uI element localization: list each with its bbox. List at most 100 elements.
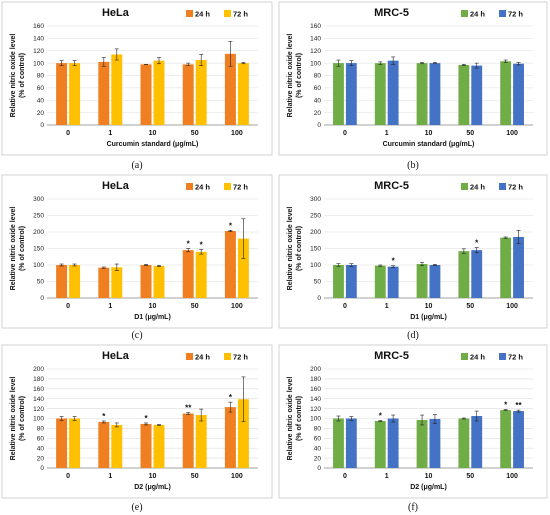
bar bbox=[69, 418, 81, 468]
x-tick-label: 1 bbox=[108, 130, 112, 137]
y-tick-label: 120 bbox=[310, 406, 321, 413]
bar bbox=[513, 236, 524, 298]
panel-label: (f) bbox=[408, 502, 418, 513]
legend-label: 24 h bbox=[195, 10, 210, 19]
chart-panel: 0 20 40 60 80 100 120 140 160 HeLa 24 h 72 h 0 1 10 50 1… bbox=[1, 1, 273, 156]
y-tick-label: 40 bbox=[314, 97, 322, 104]
x-axis-title: D1 (μg/mL) bbox=[410, 314, 447, 321]
y-tick-label: 0 bbox=[317, 295, 321, 302]
bar bbox=[416, 419, 428, 468]
bar bbox=[140, 423, 152, 468]
significance-mark: * bbox=[392, 257, 396, 266]
y-tick-label: 100 bbox=[33, 416, 44, 423]
bar bbox=[98, 267, 110, 298]
bar bbox=[153, 265, 165, 298]
y-tick-label: 80 bbox=[37, 426, 45, 433]
y-axis-title-line: (% of control) bbox=[296, 53, 303, 98]
y-tick-label: 100 bbox=[33, 262, 44, 269]
bar bbox=[195, 251, 207, 298]
bar bbox=[182, 413, 194, 468]
legend-swatch bbox=[224, 353, 231, 360]
bar bbox=[56, 63, 68, 125]
bar bbox=[458, 64, 470, 125]
bar bbox=[513, 411, 524, 468]
y-tick-label: 100 bbox=[33, 60, 44, 67]
y-tick-label: 50 bbox=[314, 279, 322, 286]
chart-panel: 0 20 40 60 80 100 120 140 160 MRC-5 24 h 72 h 0 1 10 50… bbox=[278, 1, 548, 156]
legend-swatch bbox=[499, 183, 506, 190]
legend-label: 24 h bbox=[195, 353, 210, 362]
y-tick-label: 180 bbox=[33, 376, 44, 383]
x-axis-title: Curcumin standard (μg/mL) bbox=[107, 141, 199, 148]
legend-swatch bbox=[186, 10, 193, 17]
chart-title: HeLa bbox=[102, 7, 130, 19]
y-tick-label: 0 bbox=[40, 122, 44, 129]
bar bbox=[387, 418, 399, 468]
bar bbox=[374, 265, 386, 298]
bar bbox=[153, 424, 165, 468]
bar bbox=[224, 407, 236, 468]
y-tick-label: 250 bbox=[310, 213, 321, 220]
x-axis-title: Curcumin standard (μg/mL) bbox=[383, 141, 475, 148]
panel-label: (d) bbox=[407, 330, 419, 341]
y-tick-label: 0 bbox=[40, 465, 44, 472]
y-tick-label: 100 bbox=[310, 60, 321, 67]
y-tick-label: 20 bbox=[314, 455, 322, 462]
legend-label: 72 h bbox=[233, 353, 248, 362]
x-tick-label: 50 bbox=[191, 473, 199, 480]
bar bbox=[153, 60, 165, 125]
y-tick-label: 180 bbox=[310, 376, 321, 383]
y-axis-title-line: Relative nitric oxide level bbox=[10, 34, 17, 118]
y-tick-label: 200 bbox=[310, 366, 321, 373]
legend-swatch bbox=[186, 183, 193, 190]
y-axis-title-line: (% of control) bbox=[19, 226, 26, 271]
bar bbox=[500, 61, 512, 125]
legend-label: 24 h bbox=[195, 183, 210, 192]
y-tick-label: 40 bbox=[37, 97, 45, 104]
y-tick-label: 50 bbox=[37, 279, 45, 286]
legend-swatch bbox=[186, 353, 193, 360]
y-tick-label: 160 bbox=[310, 23, 321, 30]
legend-label: 72 h bbox=[233, 10, 248, 19]
x-tick-label: 1 bbox=[108, 473, 112, 480]
bar bbox=[182, 64, 194, 125]
y-tick-label: 200 bbox=[33, 229, 44, 236]
bar bbox=[69, 63, 81, 125]
x-tick-label: 10 bbox=[149, 130, 157, 137]
x-tick-label: 0 bbox=[343, 303, 347, 310]
y-tick-label: 0 bbox=[317, 465, 321, 472]
y-tick-label: 80 bbox=[37, 73, 45, 80]
bar bbox=[140, 64, 152, 125]
bar bbox=[374, 420, 386, 468]
chart-title: MRC-5 bbox=[374, 350, 409, 362]
y-tick-label: 40 bbox=[37, 445, 45, 452]
bar bbox=[98, 421, 110, 468]
significance-mark: ** bbox=[185, 404, 192, 413]
bar bbox=[182, 250, 194, 298]
x-tick-label: 50 bbox=[191, 130, 199, 137]
y-tick-label: 300 bbox=[310, 196, 321, 203]
significance-mark: * bbox=[504, 401, 508, 410]
bar bbox=[111, 54, 123, 125]
panel-label: (a) bbox=[131, 160, 142, 171]
bar bbox=[416, 264, 428, 298]
y-tick-label: 40 bbox=[314, 445, 322, 452]
chart-title: HeLa bbox=[102, 180, 130, 192]
bar bbox=[237, 63, 249, 125]
legend-swatch bbox=[499, 353, 506, 360]
chart-title: MRC-5 bbox=[374, 7, 409, 19]
legend-label: 24 h bbox=[470, 183, 485, 192]
bar bbox=[471, 416, 483, 468]
bar bbox=[513, 63, 524, 125]
bar bbox=[195, 60, 207, 125]
y-tick-label: 20 bbox=[37, 110, 45, 117]
y-tick-label: 120 bbox=[310, 48, 321, 55]
x-tick-label: 0 bbox=[343, 473, 347, 480]
chart-panel: 0 50 100 150 200 250 300 HeLa 24 h 72 h 0 1 10 50 * * 10… bbox=[1, 174, 273, 329]
significance-mark: * bbox=[187, 240, 191, 249]
bar bbox=[500, 410, 512, 468]
legend-swatch bbox=[224, 183, 231, 190]
y-tick-label: 140 bbox=[33, 36, 44, 43]
x-tick-label: 0 bbox=[66, 303, 70, 310]
